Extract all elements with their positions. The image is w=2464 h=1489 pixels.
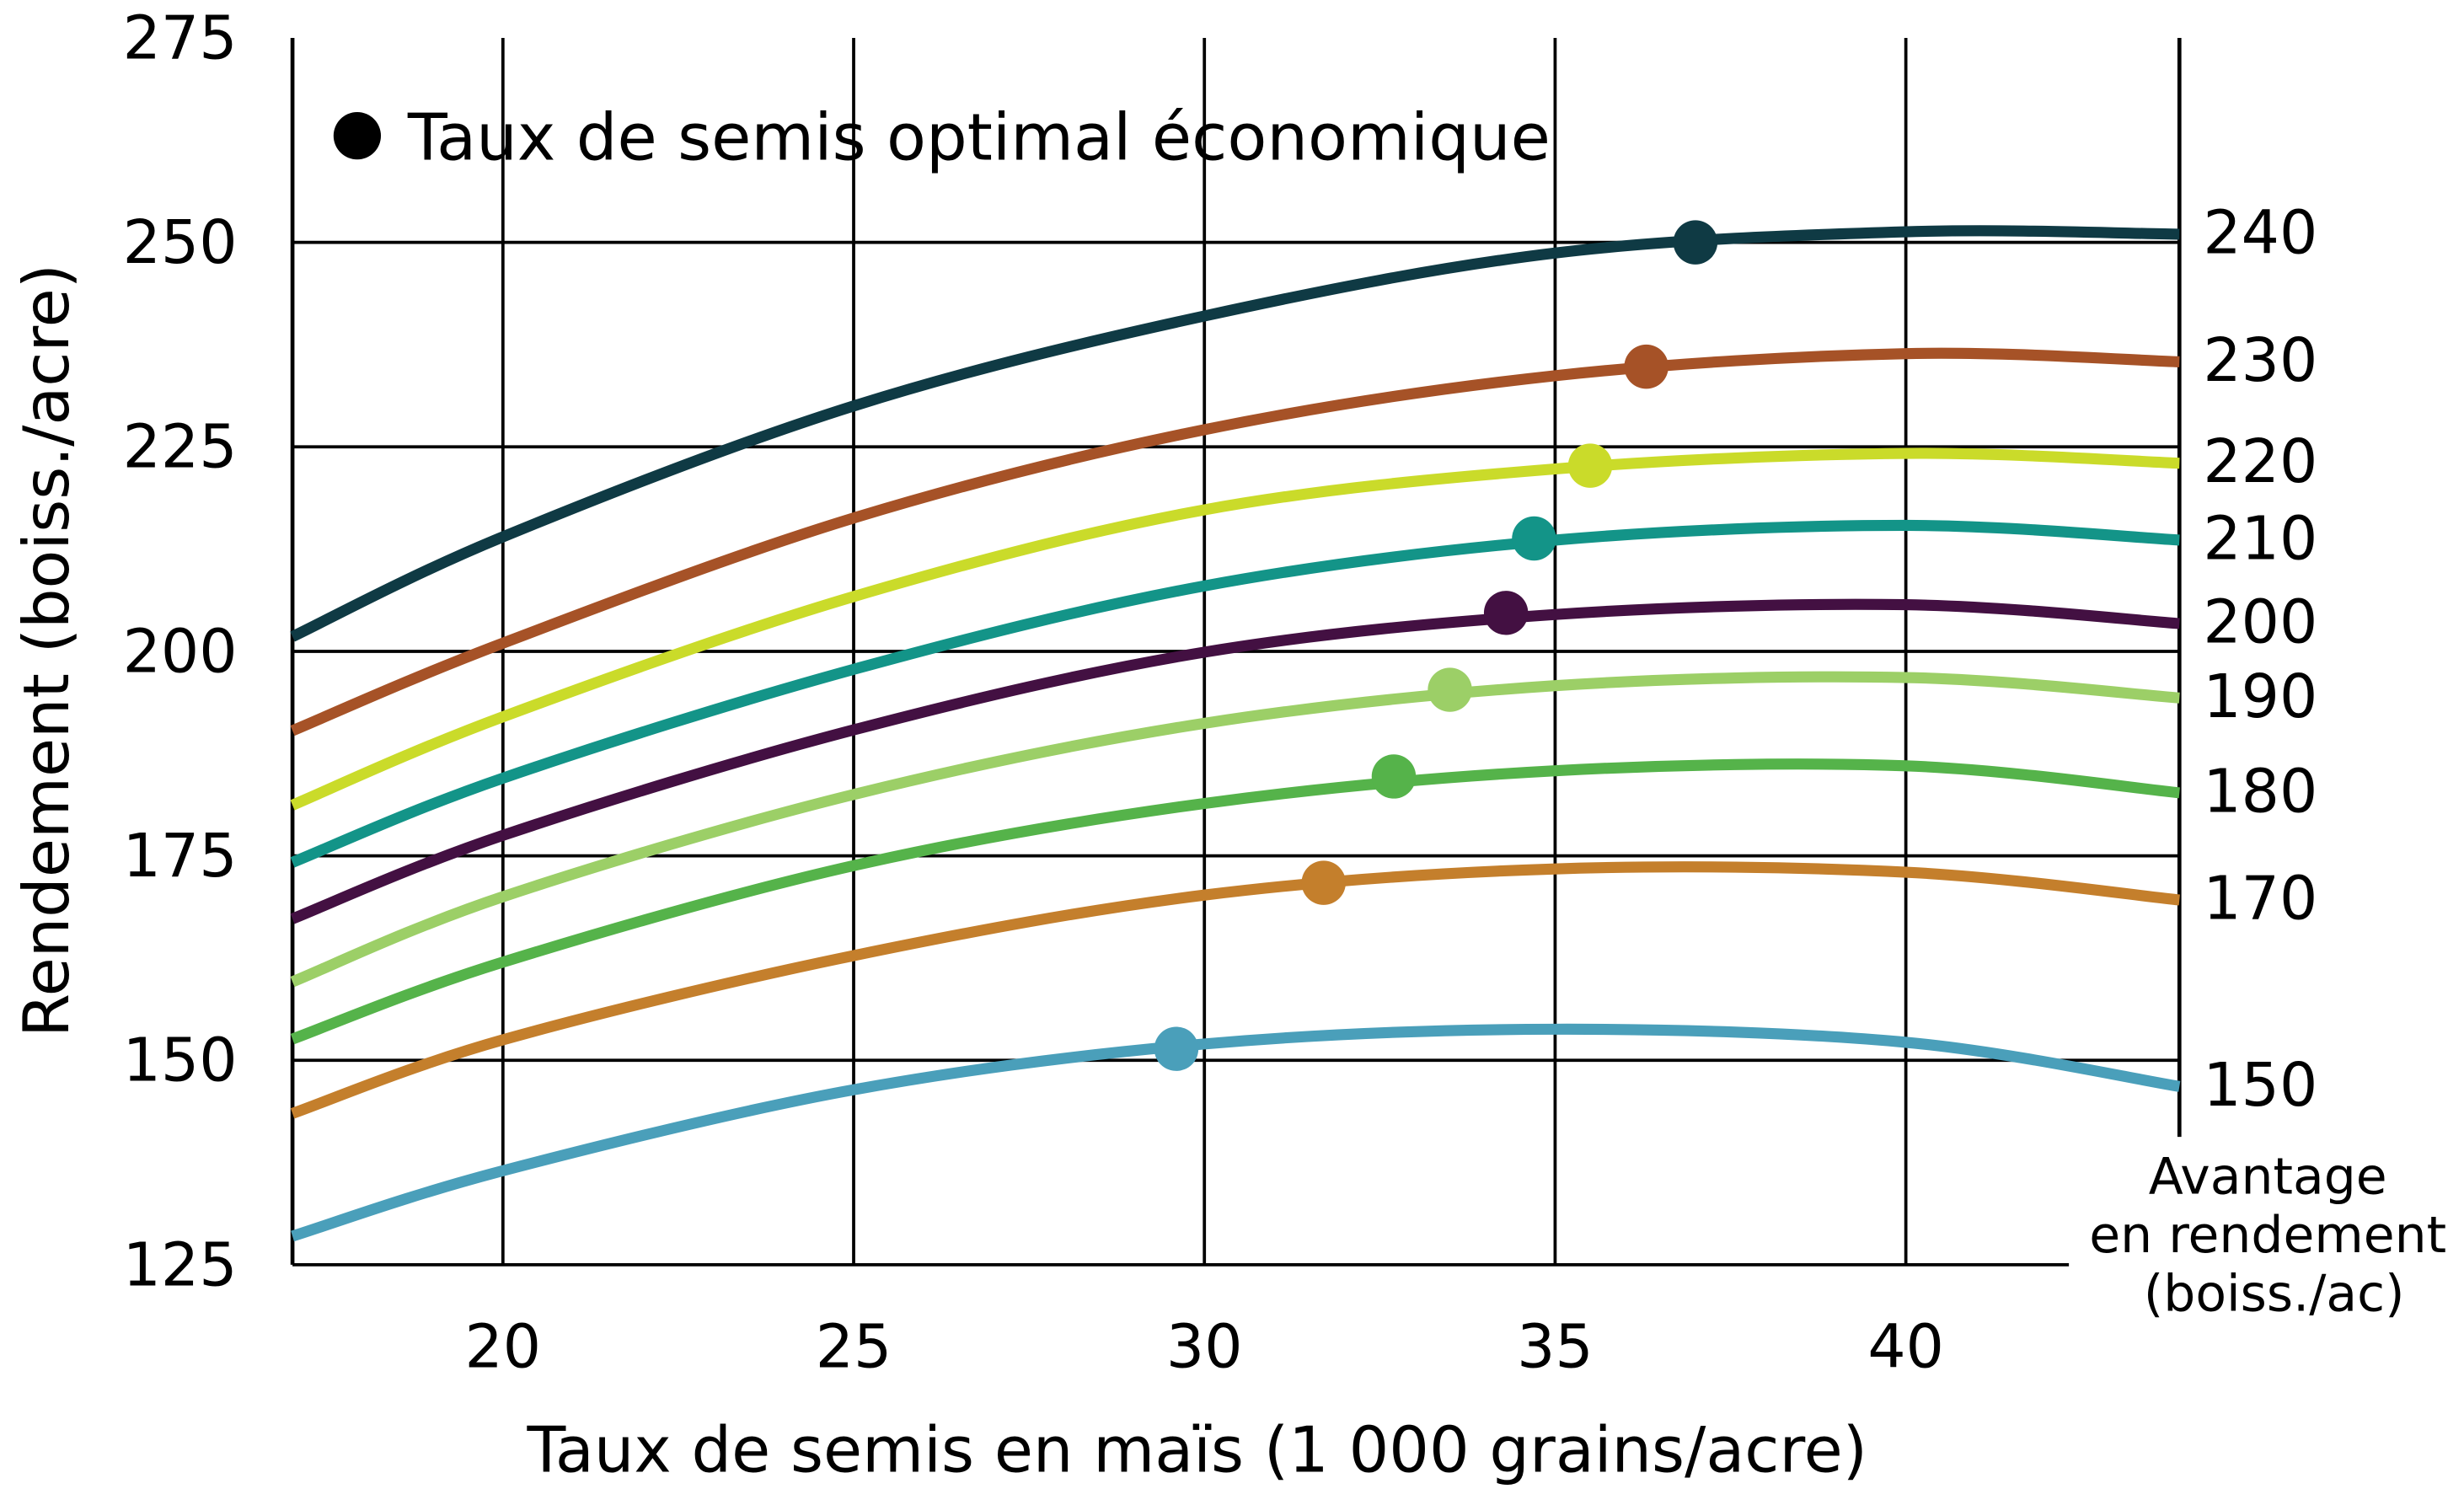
right-label-190: 190 <box>2203 661 2317 731</box>
right-label-230: 230 <box>2203 325 2317 395</box>
optimum-point-230 <box>1624 344 1669 389</box>
series-line-190 <box>290 671 2180 988</box>
legend-label: Taux de semis optimal économique <box>407 100 1551 175</box>
series-line-180 <box>290 758 2180 1045</box>
right-label-150: 150 <box>2203 1050 2317 1120</box>
series-line-240 <box>290 225 2180 642</box>
series-line-230 <box>290 347 2180 736</box>
right-label-210: 210 <box>2203 503 2317 573</box>
series-line-170 <box>290 861 2180 1119</box>
y-tick-label: 200 <box>123 616 238 686</box>
right-label-240: 240 <box>2203 197 2317 267</box>
right-label-220: 220 <box>2203 426 2317 496</box>
optimum-point-150 <box>1154 1026 1199 1071</box>
optimum-point-200 <box>1483 591 1529 635</box>
x-tick-label: 40 <box>1867 1312 1944 1382</box>
y-axis-label: Rendement (boiss./acre) <box>9 264 83 1037</box>
optimum-point-180 <box>1371 754 1417 799</box>
optimum-point-220 <box>1567 443 1613 488</box>
optimum-point-170 <box>1301 860 1346 905</box>
x-tick-label: 35 <box>1517 1312 1594 1382</box>
ticks: 20 25 30 35 40 125 150 175 200 225 250 275 240 230 220… <box>123 3 2318 1381</box>
y-tick-label: 275 <box>123 3 238 72</box>
optimum-point-240 <box>1673 220 1718 265</box>
y-tick-label: 225 <box>123 412 238 482</box>
optimum-point-210 <box>1512 516 1556 561</box>
right-axis-title-line: (boiss./ac) <box>2144 1264 2405 1323</box>
right-axis-title: Avantage en rendement (boiss./ac) <box>2089 1148 2446 1324</box>
right-label-170: 170 <box>2203 864 2317 934</box>
y-tick-label: 150 <box>123 1026 238 1095</box>
series-line-210 <box>290 519 2180 868</box>
x-tick-label: 30 <box>1166 1312 1243 1382</box>
y-tick-label: 250 <box>123 207 238 277</box>
optimum-point-190 <box>1428 667 1472 712</box>
x-tick-label: 20 <box>465 1312 542 1382</box>
right-label-180: 180 <box>2203 756 2317 826</box>
series-line-150 <box>291 1023 2181 1242</box>
right-axis-title-line: en rendement <box>2089 1206 2446 1265</box>
series-line-220 <box>290 447 2180 811</box>
right-axis-title-line: Avantage <box>2149 1148 2387 1207</box>
right-label-200: 200 <box>2203 586 2317 656</box>
y-tick-label: 175 <box>123 821 238 891</box>
y-tick-label: 125 <box>123 1229 238 1299</box>
series-group <box>290 220 2181 1242</box>
x-axis-label: Taux de semis en maïs (1 000 grains/acre… <box>527 1412 1867 1486</box>
legend: Taux de semis optimal économique <box>333 100 1551 175</box>
series-line-200 <box>290 598 2180 924</box>
x-tick-label: 25 <box>816 1312 892 1382</box>
legend-marker <box>333 112 382 160</box>
